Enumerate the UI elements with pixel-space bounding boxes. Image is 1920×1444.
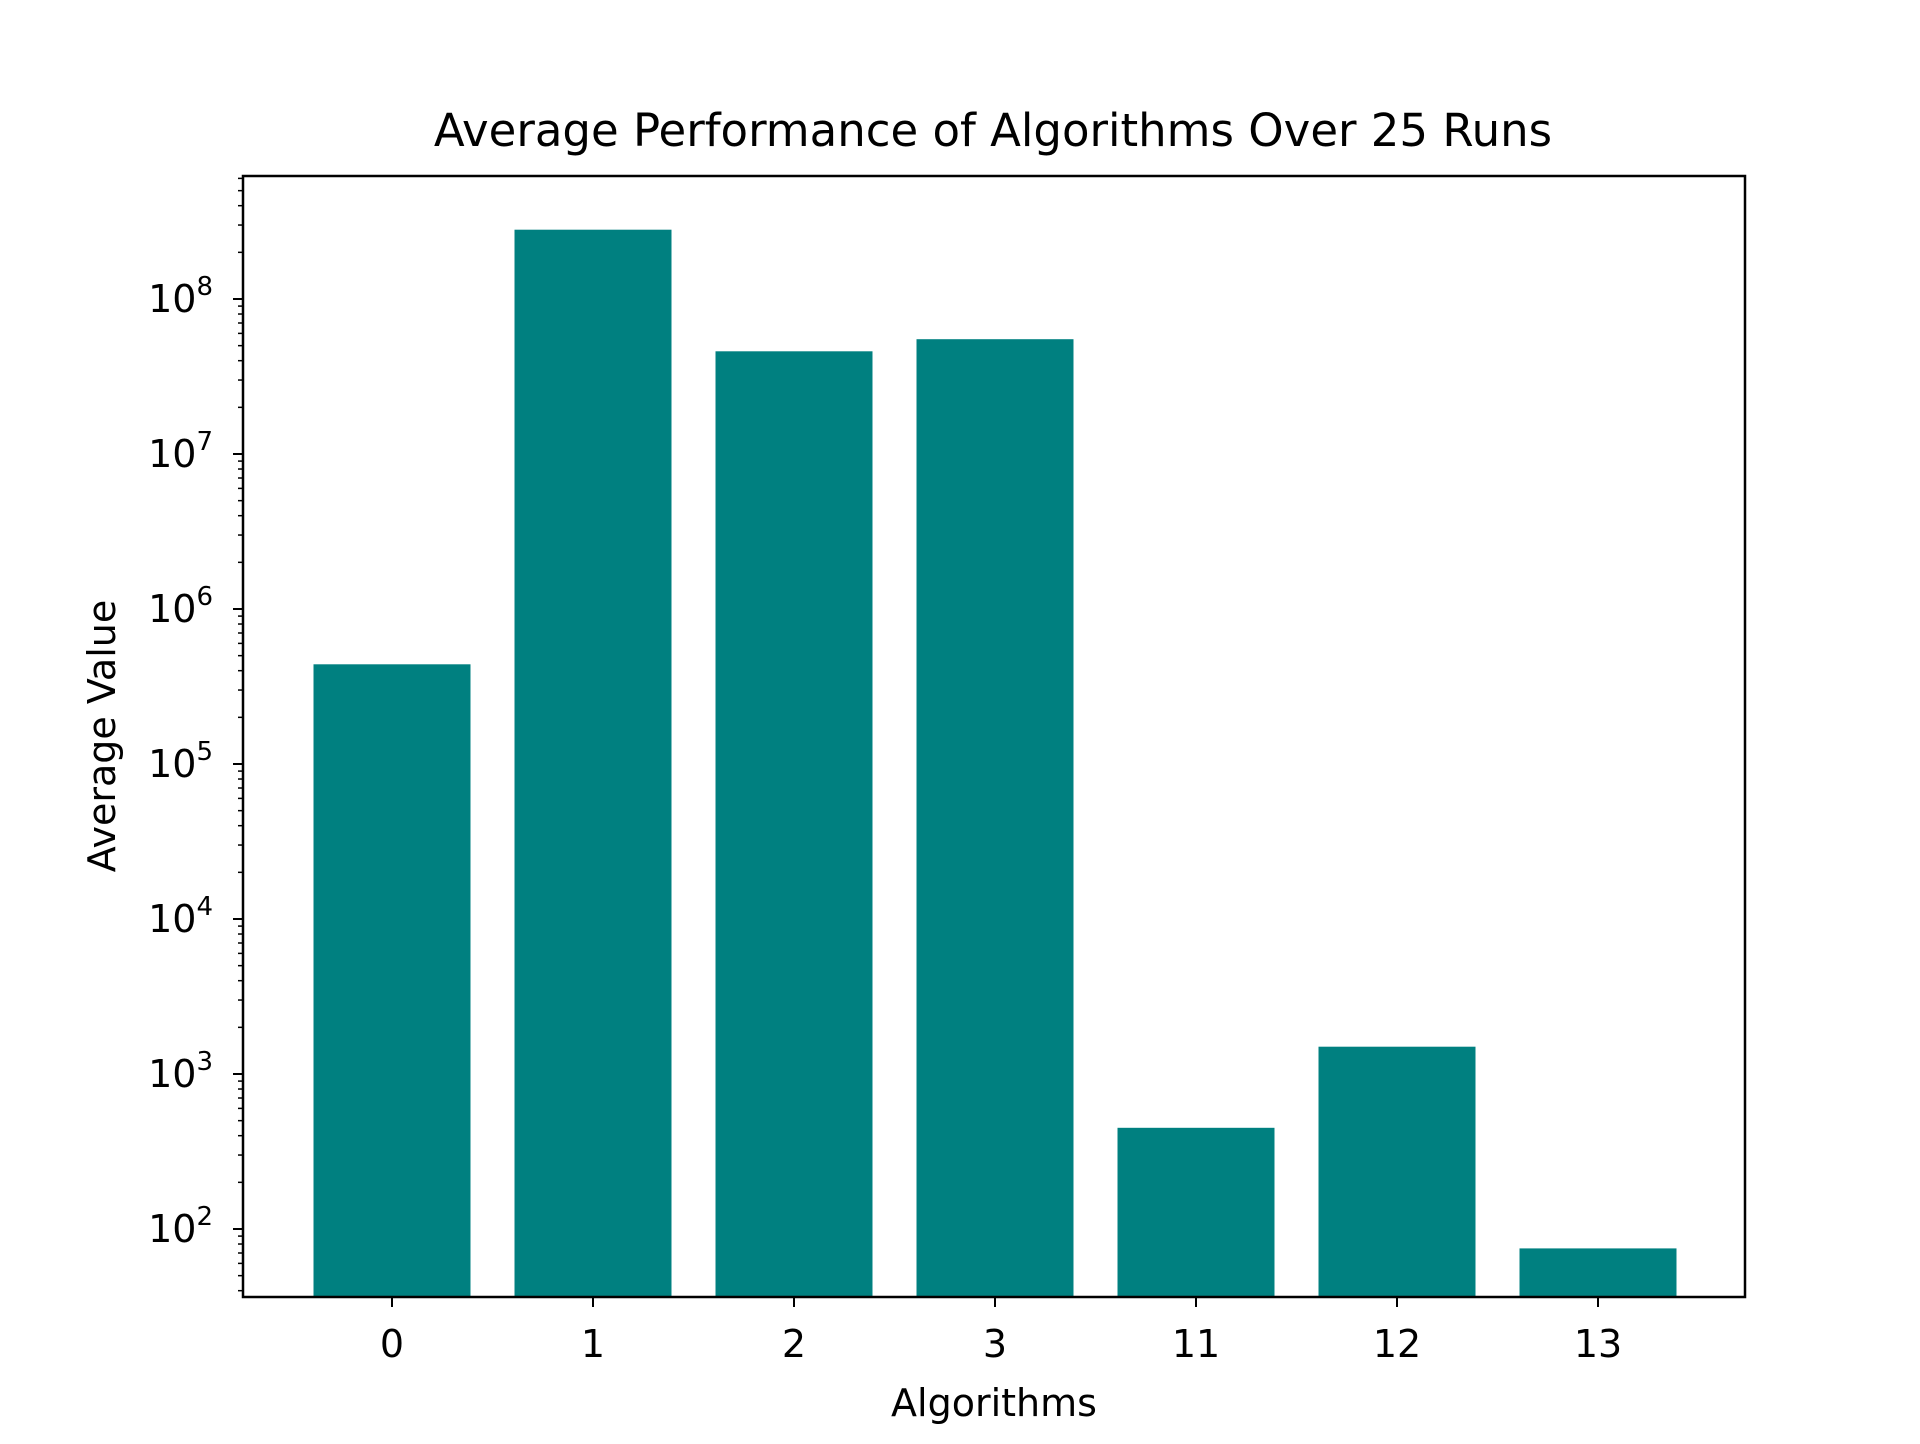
plot-frame	[241, 174, 1747, 1299]
y-axis: 102 103 104 105 106 107 108	[148, 177, 243, 1292]
chart-title: Average Performance of Algorithms Over 2…	[434, 104, 1552, 157]
y-axis-label: Average Value	[80, 600, 124, 872]
bar-12	[1318, 1046, 1476, 1297]
x-axis-label: Algorithms	[891, 1381, 1097, 1425]
bar-1	[514, 229, 672, 1298]
x-tick-label: 13	[1574, 1322, 1622, 1366]
bar-13	[1519, 1248, 1677, 1297]
bar-0	[313, 664, 471, 1297]
x-tick-label: 0	[380, 1322, 404, 1366]
x-axis: 0 1 2 3 11 12 13	[380, 1297, 1622, 1366]
x-tick-label: 12	[1373, 1322, 1421, 1366]
x-tick-label: 2	[782, 1322, 806, 1366]
y-tick-label: 106	[148, 582, 213, 631]
bars-group	[313, 229, 1677, 1298]
y-tick-label: 107	[148, 427, 213, 476]
y-tick-label: 105	[148, 737, 213, 786]
x-tick-label: 3	[983, 1322, 1007, 1366]
y-tick-label: 103	[148, 1047, 213, 1096]
y-tick-label: 108	[148, 272, 213, 321]
y-tick-label: 102	[148, 1202, 213, 1251]
x-tick-label: 1	[581, 1322, 605, 1366]
bar-11	[1117, 1127, 1275, 1297]
x-tick-label: 11	[1172, 1322, 1220, 1366]
y-tick-label: 104	[148, 892, 213, 941]
bar-3	[916, 339, 1074, 1297]
bar-2	[715, 351, 873, 1297]
